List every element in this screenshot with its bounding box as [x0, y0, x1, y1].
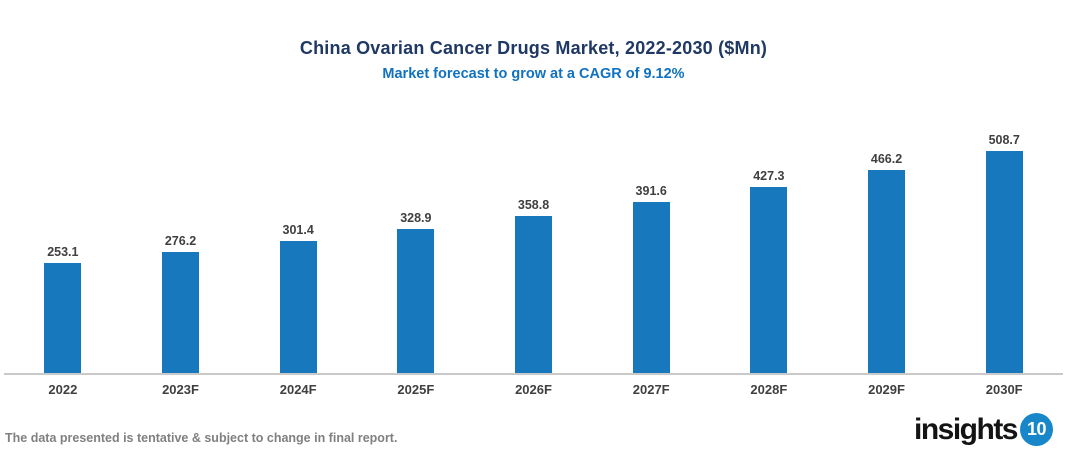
logo-word: insights	[913, 412, 1019, 446]
bar	[162, 252, 199, 373]
bar-column: 391.6	[592, 184, 710, 373]
x-axis-tick-label: 2026F	[515, 382, 552, 397]
chart-title: China Ovarian Cancer Drugs Market, 2022-…	[299, 38, 768, 58]
bar-column: 466.2	[828, 152, 946, 373]
bar-column: 328.9	[357, 211, 475, 373]
bar-column: 253.1	[4, 245, 122, 373]
x-axis-tick-label: 2023F	[162, 382, 199, 397]
bar-column: 427.3	[710, 169, 828, 373]
bar	[750, 187, 788, 373]
bar-column: 508.7	[945, 133, 1063, 373]
bar	[868, 170, 906, 373]
bar-column: 358.8	[475, 198, 593, 373]
bar-value-label: 391.6	[635, 184, 667, 198]
bar-value-label: 301.4	[282, 223, 314, 237]
bar-column: 301.4	[239, 223, 357, 373]
x-axis-tick-label: 2028F	[750, 382, 788, 397]
x-axis-tick-label: 2025F	[397, 382, 435, 397]
chart-header: China Ovarian Cancer Drugs Market, 2022-…	[0, 0, 1067, 82]
x-axis-tick-label: 2024F	[279, 382, 317, 397]
logo-badge-10: 10	[1020, 413, 1053, 446]
bar	[44, 263, 82, 373]
bar	[985, 151, 1023, 373]
bar-value-label: 358.8	[517, 198, 550, 212]
bar-value-label: 427.3	[753, 169, 785, 183]
bar	[397, 229, 435, 373]
bar-chart: 253.1 276.2 301.4 328.9 358.8 391.6 427.3 466.2…	[4, 124, 1063, 397]
bars-row: 253.1 276.2 301.4 328.9 358.8 391.6 427.3 466.2…	[4, 124, 1063, 375]
bar	[279, 241, 317, 373]
x-axis-tick-label: 2027F	[632, 382, 670, 397]
bar-value-label: 253.1	[47, 245, 79, 259]
x-axis-tick-label: 2030F	[985, 382, 1023, 397]
bar	[632, 202, 670, 373]
bar-value-label: 276.2	[164, 234, 197, 248]
insights10-logo: insights 10	[914, 413, 1053, 446]
x-axis-tick-label: 2029F	[868, 382, 905, 397]
bar-column: 276.2	[122, 234, 240, 373]
x-axis-tick-label: 2022	[48, 382, 78, 397]
chart-subtitle: Market forecast to grow at a CAGR of 9.1…	[382, 66, 685, 82]
disclaimer-text: The data presented is tentative & subjec…	[5, 431, 398, 445]
bar-value-label: 328.9	[400, 211, 432, 225]
bar-value-label: 466.2	[870, 152, 903, 166]
bar-value-label: 508.7	[988, 133, 1020, 147]
bar	[515, 216, 553, 373]
x-axis-labels: 2022 2023F 2024F 2025F 2026F 2027F 2028F 2029F 2…	[4, 382, 1063, 397]
